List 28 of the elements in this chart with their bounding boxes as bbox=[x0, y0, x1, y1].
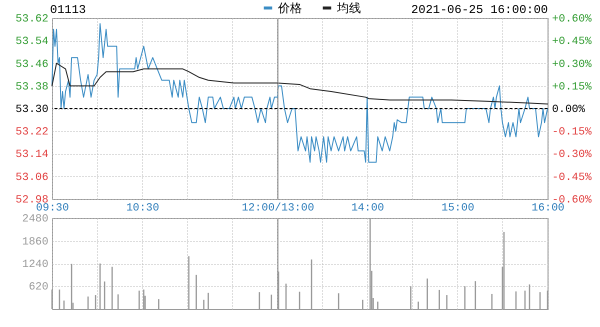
text: -0.15% bbox=[552, 126, 592, 139]
text: -0.45% bbox=[552, 172, 592, 184]
x-tick-label: 15:00 bbox=[442, 202, 475, 214]
text: +0.60% bbox=[552, 14, 592, 26]
y-tick-label: 1240 bbox=[22, 259, 48, 271]
x-tick-label: 10:30 bbox=[126, 202, 160, 214]
x-tick-label: 14:00 bbox=[352, 202, 385, 214]
text: +0.45% bbox=[552, 36, 592, 48]
x-tick-label: 12:00/13:00 bbox=[242, 202, 314, 214]
text: 2021-06-25 16:00:00 bbox=[411, 3, 548, 17]
legend-label: 价格 bbox=[277, 1, 302, 15]
y-tick-label: 53.62 bbox=[16, 14, 48, 26]
text: +0.30% bbox=[552, 58, 592, 71]
legend-label: 均线 bbox=[336, 1, 361, 15]
y-tick-label: 53.30 bbox=[16, 104, 48, 116]
chart-title: 01113 bbox=[50, 3, 86, 17]
y-tick-label: 53.06 bbox=[16, 172, 48, 184]
y-tick-label: 1860 bbox=[22, 236, 48, 248]
y-tick-label: 53.22 bbox=[16, 126, 48, 139]
y-tick-label: 53.54 bbox=[16, 36, 49, 48]
text: 0.00% bbox=[552, 104, 586, 116]
y-tick-label: 53.38 bbox=[16, 81, 48, 94]
y-tick-label: 53.46 bbox=[16, 58, 48, 71]
text: -0.30% bbox=[552, 149, 592, 162]
text: +0.15% bbox=[552, 81, 592, 94]
y-tick-label: 53.14 bbox=[16, 149, 49, 162]
y-tick-label: 620 bbox=[28, 282, 48, 294]
y-tick-label: 2480 bbox=[22, 214, 48, 226]
